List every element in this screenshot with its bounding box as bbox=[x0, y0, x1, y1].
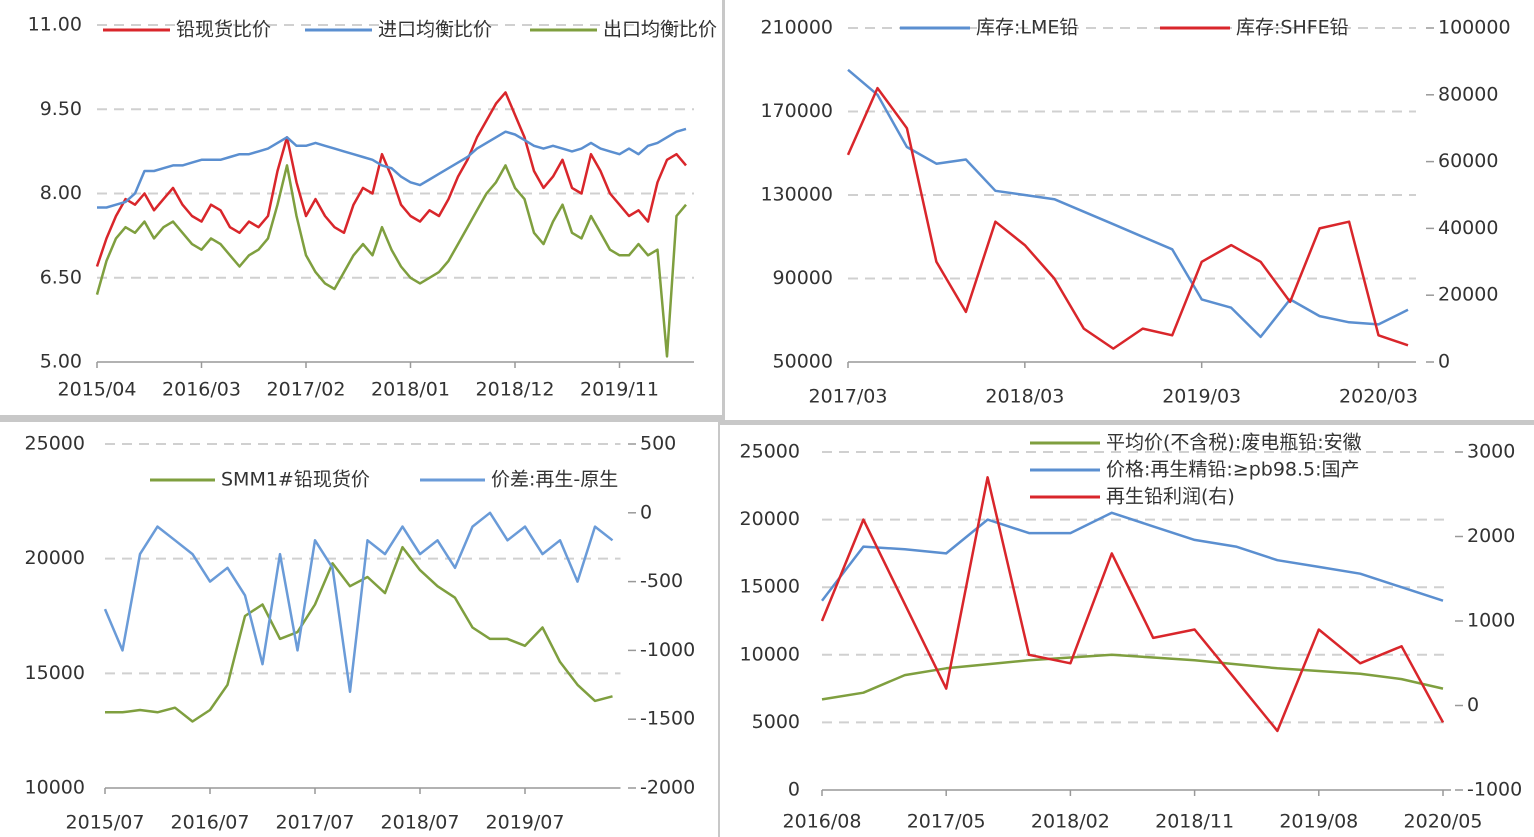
x-tick-label: 2018/12 bbox=[476, 379, 555, 401]
x-tick-label: 2018/01 bbox=[371, 379, 450, 401]
y2-tick-label: -500 bbox=[640, 570, 683, 592]
y-tick-label: 15000 bbox=[25, 662, 85, 684]
legend-label: 再生铅利润(右) bbox=[1106, 486, 1235, 508]
x-tick-label: 2019/08 bbox=[1279, 811, 1358, 833]
y2-tick-label: 0 bbox=[640, 501, 652, 523]
y2-tick-label: 60000 bbox=[1438, 150, 1498, 172]
y-tick-label: 11.00 bbox=[28, 14, 82, 36]
data-line bbox=[97, 127, 687, 209]
legend-label: 库存:SHFE铅 bbox=[1236, 17, 1349, 39]
x-tick-label: 2020/05 bbox=[1404, 811, 1483, 833]
x-tick-label: 2018/11 bbox=[1155, 811, 1234, 833]
y-tick-label: 5000 bbox=[752, 711, 800, 733]
y-tick-label: 20000 bbox=[25, 547, 85, 569]
x-tick-label: 2017/07 bbox=[276, 812, 355, 834]
x-tick-label: 2017/03 bbox=[809, 386, 888, 408]
legend-label: 出口均衡比价 bbox=[603, 19, 717, 41]
x-tick-label: 2017/02 bbox=[267, 379, 346, 401]
x-tick-label: 2015/04 bbox=[58, 379, 137, 401]
y-tick-label: 170000 bbox=[760, 100, 833, 122]
chart-panel: 0 5000 10000 15000 20000 25000 -1000 0 1000 2000 3… bbox=[720, 425, 1534, 837]
x-tick-label: 2018/02 bbox=[1031, 811, 1110, 833]
y-tick-label: 10000 bbox=[25, 777, 85, 799]
x-tick-label: 2016/08 bbox=[783, 811, 862, 833]
x-tick-label: 2017/05 bbox=[907, 811, 986, 833]
y-tick-label: 50000 bbox=[773, 351, 833, 373]
y2-tick-label: 1000 bbox=[1467, 610, 1515, 632]
y-tick-label: 130000 bbox=[760, 184, 833, 206]
y2-tick-label: 500 bbox=[640, 433, 676, 455]
legend-label: 平均价(不含税):废电瓶铅:安徽 bbox=[1106, 432, 1362, 454]
y-tick-label: 9.50 bbox=[40, 98, 82, 120]
x-tick-label: 2019/03 bbox=[1162, 386, 1241, 408]
y-tick-label: 5.00 bbox=[40, 351, 82, 373]
x-tick-label: 2020/03 bbox=[1339, 386, 1418, 408]
x-tick-label: 2019/07 bbox=[486, 812, 565, 834]
y2-tick-label: -2000 bbox=[640, 777, 695, 799]
y-tick-label: 90000 bbox=[773, 267, 833, 289]
legend-label: 进口均衡比价 bbox=[378, 19, 492, 41]
y2-tick-label: 20000 bbox=[1438, 284, 1498, 306]
legend-label: 价差:再生-原生 bbox=[491, 469, 618, 491]
data-line bbox=[821, 511, 1444, 602]
y2-tick-label: 40000 bbox=[1438, 217, 1498, 239]
legend-label: 价格:再生精铅:≥pb98.5:国产 bbox=[1106, 459, 1360, 481]
y2-tick-label: -1000 bbox=[1467, 779, 1522, 801]
y2-tick-label: 80000 bbox=[1438, 83, 1498, 105]
data-line bbox=[95, 164, 687, 358]
data-line bbox=[846, 86, 1409, 350]
y2-tick-label: -1000 bbox=[640, 639, 695, 661]
y-tick-label: 210000 bbox=[760, 17, 833, 39]
y2-tick-label: 100000 bbox=[1438, 17, 1511, 39]
y2-tick-label: 0 bbox=[1438, 351, 1450, 373]
y2-tick-label: -1500 bbox=[640, 708, 695, 730]
data-line bbox=[821, 653, 1444, 701]
legend-label: 铅现货比价 bbox=[176, 19, 271, 41]
y-tick-label: 6.50 bbox=[40, 266, 82, 288]
x-tick-label: 2016/07 bbox=[171, 812, 250, 834]
x-tick-label: 2018/03 bbox=[985, 386, 1064, 408]
y-tick-label: 10000 bbox=[740, 643, 800, 665]
x-tick-label: 2019/11 bbox=[580, 379, 659, 401]
chart-panel: 50000 90000 130000 170000 210000 0 20000 40000 6… bbox=[725, 0, 1534, 420]
y-tick-label: 25000 bbox=[740, 441, 800, 463]
data-line bbox=[105, 545, 613, 723]
chart-panel: 5.00 6.50 8.00 9.50 11.00 2015/04 2016/03 2017/… bbox=[0, 0, 722, 415]
x-tick-label: 2018/07 bbox=[381, 812, 460, 834]
legend-label: SMM1#铅现货价 bbox=[221, 469, 370, 491]
data-line bbox=[820, 476, 1445, 733]
y-tick-label: 25000 bbox=[25, 433, 85, 455]
data-line bbox=[847, 68, 1409, 339]
y2-tick-label: 3000 bbox=[1467, 441, 1515, 463]
y-tick-label: 20000 bbox=[740, 508, 800, 530]
y2-tick-label: 2000 bbox=[1467, 525, 1515, 547]
y-tick-label: 15000 bbox=[740, 576, 800, 598]
chart-panel: 10000 15000 20000 25000 -2000 -1500 -1000 -500 0… bbox=[0, 422, 718, 837]
data-line bbox=[103, 511, 614, 693]
x-tick-label: 2016/03 bbox=[162, 379, 241, 401]
y-tick-label: 0 bbox=[788, 779, 800, 801]
legend-label: 库存:LME铅 bbox=[976, 17, 1078, 39]
data-line bbox=[95, 91, 687, 267]
y2-tick-label: 0 bbox=[1467, 694, 1479, 716]
y-tick-label: 8.00 bbox=[40, 182, 82, 204]
x-tick-label: 2015/07 bbox=[66, 812, 145, 834]
